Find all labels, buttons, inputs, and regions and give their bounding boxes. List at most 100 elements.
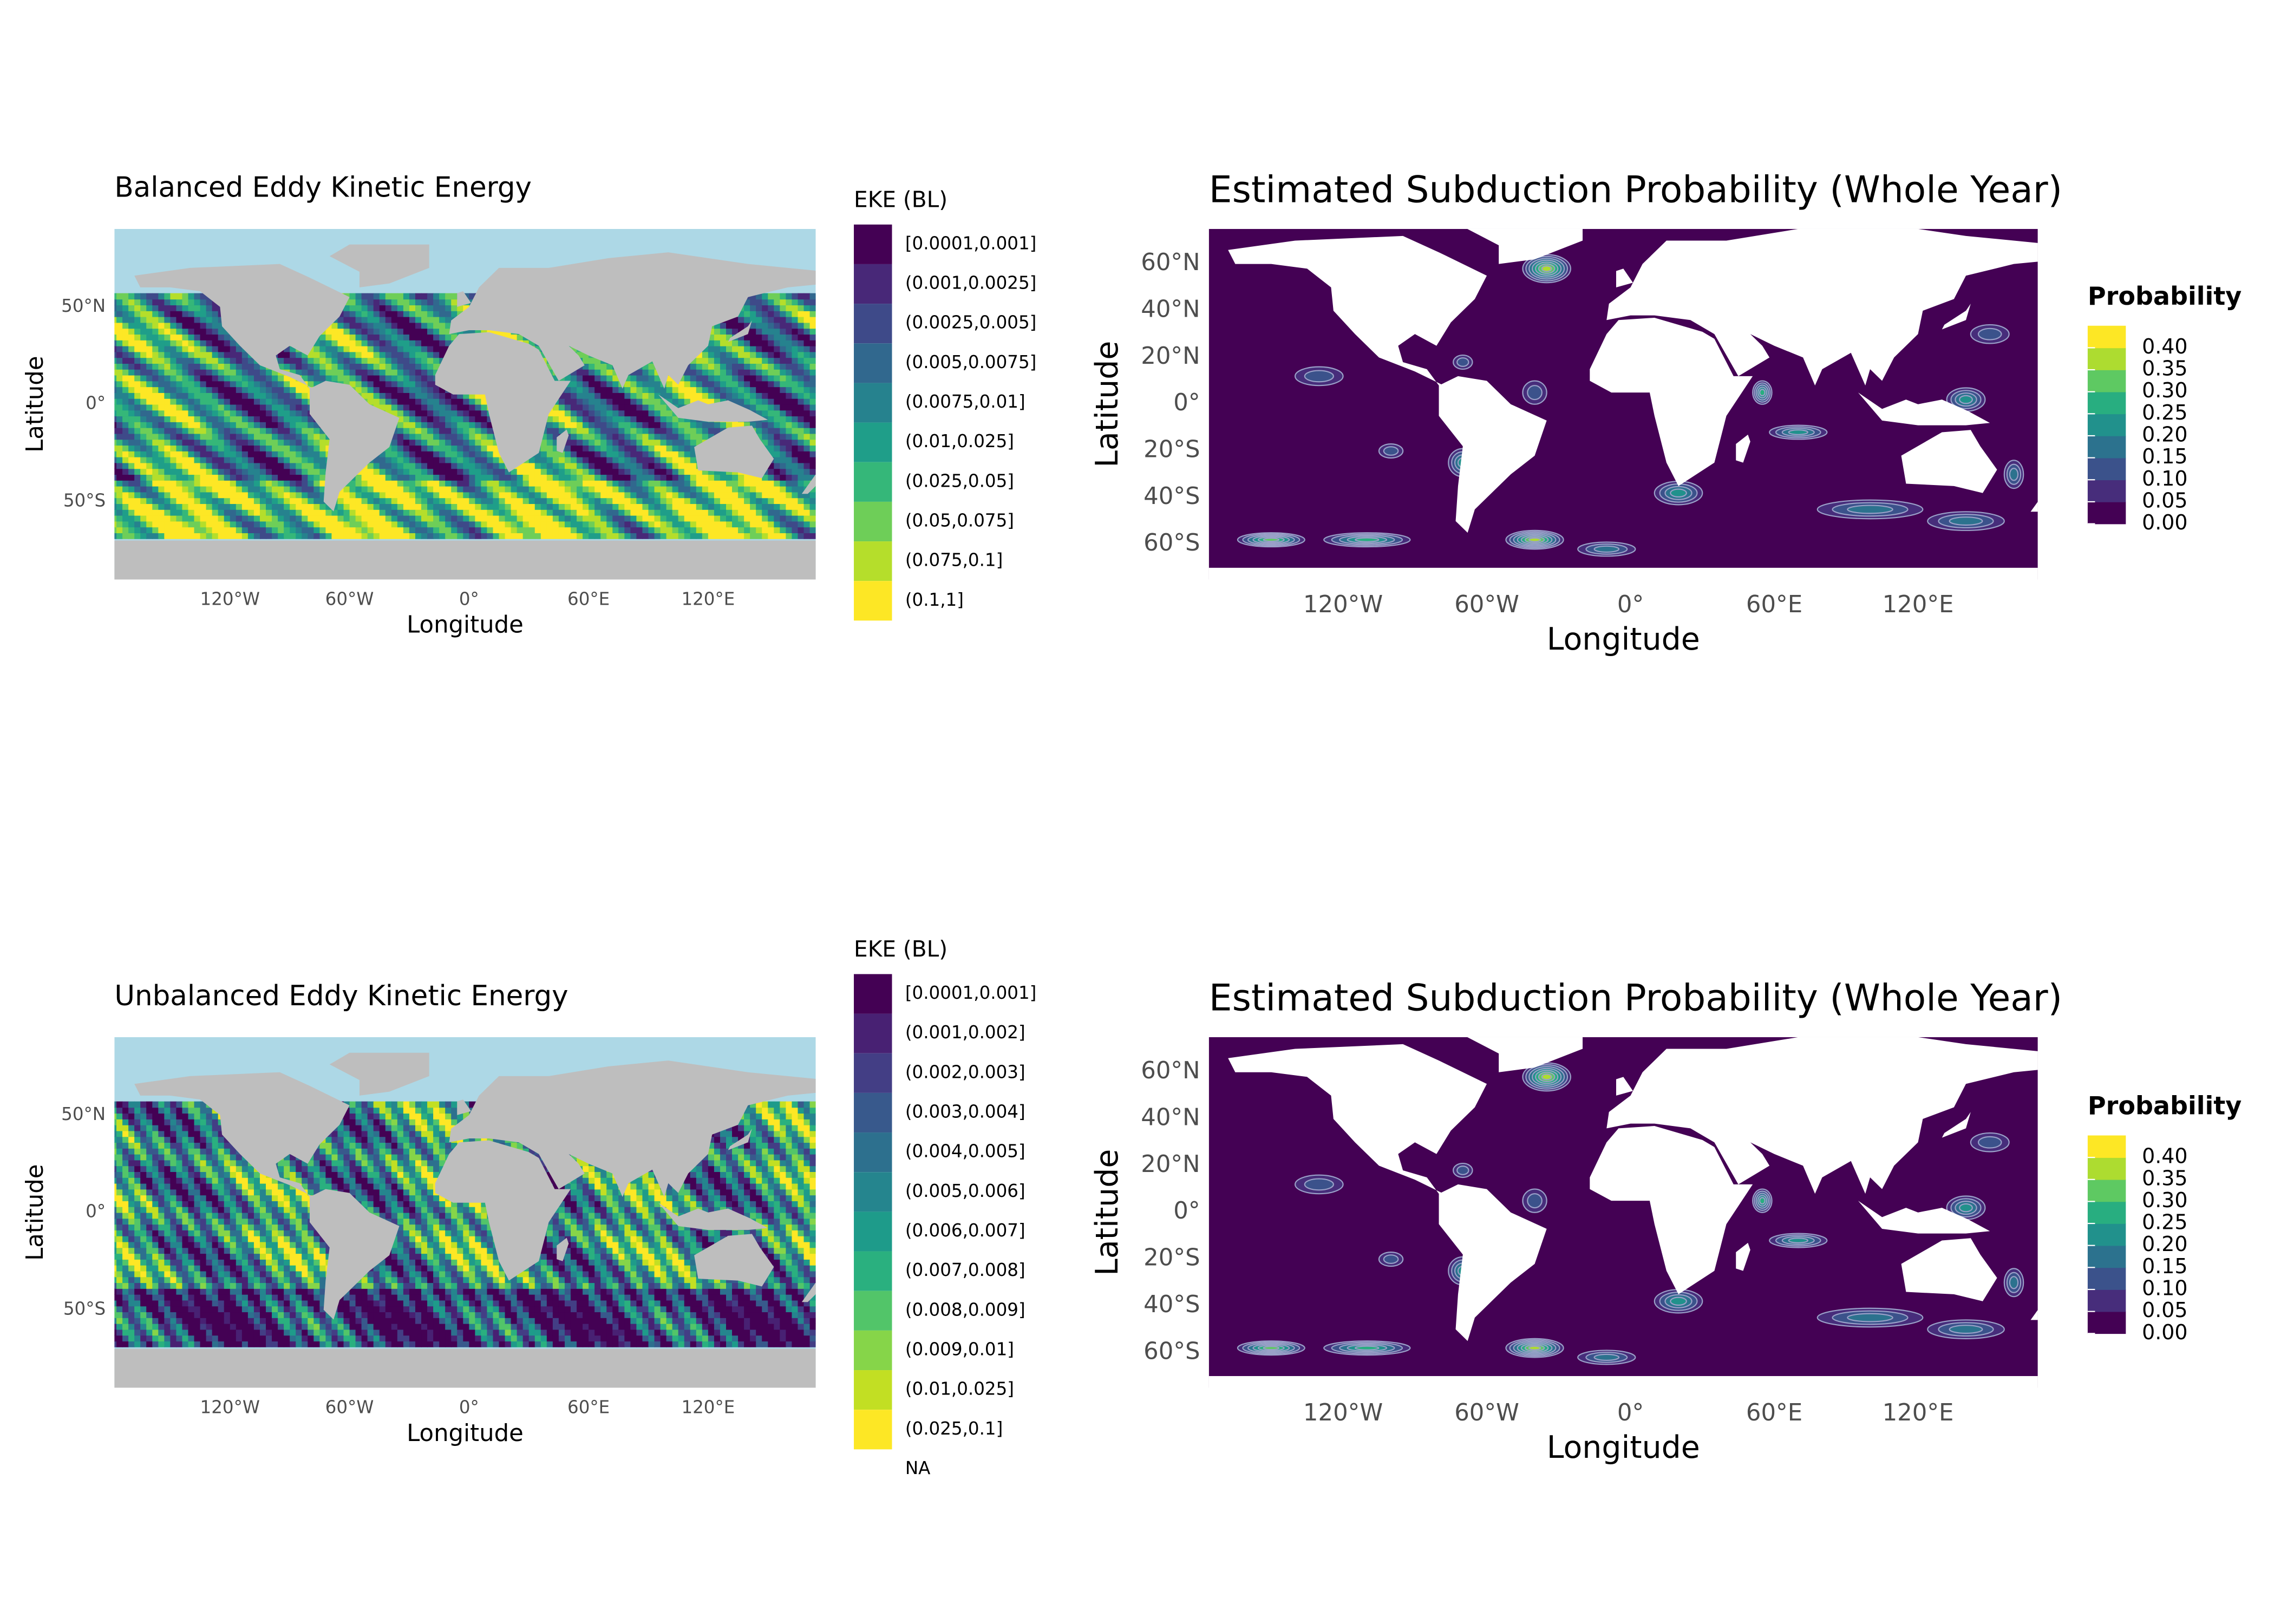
ocean-cell (194, 351, 201, 358)
ocean-cell (212, 456, 219, 463)
ocean-cell (445, 392, 452, 399)
ocean-cell (780, 462, 787, 469)
ocean-cell (475, 509, 482, 516)
ocean-cell (355, 527, 362, 533)
ocean-cell (296, 462, 303, 469)
ocean-cell (224, 456, 231, 463)
ocean-cell (182, 363, 189, 370)
ocean-cell (188, 369, 195, 376)
ocean-cell (361, 305, 368, 311)
ocean-cell (391, 345, 398, 352)
ocean-cell (409, 334, 416, 340)
ocean-cell (672, 422, 679, 428)
ocean-cell (241, 433, 249, 440)
ocean-cell (308, 351, 315, 358)
ocean-cell (278, 392, 284, 399)
ocean-cell (224, 334, 231, 340)
ocean-cell (786, 305, 793, 311)
ocean-cell (385, 369, 392, 376)
ocean-cell (696, 369, 703, 376)
ocean-cell (606, 404, 613, 411)
ocean-cell (738, 387, 744, 393)
ocean-cell (361, 527, 368, 533)
ocean-cell (427, 293, 434, 300)
ocean-cell (158, 533, 165, 539)
ocean-cell (421, 345, 428, 352)
ocean-cell (726, 357, 733, 364)
ocean-cell (313, 503, 321, 510)
ocean-cell (313, 357, 321, 364)
ocean-cell (600, 480, 607, 487)
ocean-cell (463, 427, 470, 434)
ocean-cell (774, 381, 781, 388)
ocean-cell (798, 416, 805, 422)
ocean-cell (403, 509, 410, 516)
ocean-cell (367, 381, 374, 388)
ocean-cell (176, 311, 183, 317)
ocean-cell (176, 462, 183, 469)
ocean-cell (624, 474, 631, 481)
ocean-cell (331, 521, 338, 528)
ocean-cell (128, 363, 135, 370)
ocean-cell (552, 451, 559, 457)
ocean-cell (116, 375, 123, 382)
ocean-cell (672, 427, 679, 434)
ocean-cell (164, 375, 171, 382)
ocean-cell (337, 334, 344, 340)
ocean-cell (218, 486, 225, 493)
ocean-cell (164, 410, 171, 417)
ocean-cell (182, 474, 189, 481)
ocean-cell (373, 533, 380, 539)
ocean-cell (397, 334, 404, 340)
ocean-cell (678, 387, 685, 393)
ocean-cell (146, 433, 153, 440)
ocean-cell (708, 433, 715, 440)
ocean-cell (780, 486, 787, 493)
ocean-cell (546, 416, 553, 422)
ocean-cell (278, 363, 284, 370)
ocean-cell (809, 328, 816, 335)
ocean-cell (212, 497, 219, 505)
ocean-cell (738, 527, 744, 533)
ocean-cell (738, 474, 744, 481)
ocean-cell (206, 328, 213, 335)
ocean-cell (803, 328, 811, 335)
ocean-cell (475, 474, 482, 481)
ocean-cell (284, 456, 290, 463)
ocean-cell (152, 381, 159, 388)
ocean-cell (259, 533, 266, 539)
ocean-cell (272, 533, 278, 539)
ocean-cell (654, 474, 661, 481)
ocean-cell (367, 299, 374, 306)
ocean-cell (427, 381, 434, 388)
ocean-cell (756, 492, 763, 499)
ocean-cell (164, 339, 171, 346)
ocean-cell (744, 503, 750, 510)
ocean-cell (445, 416, 452, 422)
ocean-cell (570, 433, 577, 440)
ocean-cell (122, 533, 129, 539)
ocean-cell (290, 451, 297, 457)
ocean-cell (475, 521, 482, 528)
ocean-cell (594, 381, 601, 388)
ocean-cell (236, 497, 243, 505)
ocean-cell (403, 521, 410, 528)
ocean-cell (266, 392, 272, 399)
ocean-cell (774, 515, 781, 522)
ocean-cell (116, 468, 123, 475)
ocean-cell (230, 392, 237, 399)
ocean-cell (200, 427, 207, 434)
ocean-cell (114, 387, 117, 393)
ocean-cell (577, 527, 583, 533)
ocean-cell (200, 345, 207, 352)
ocean-cell (666, 497, 673, 505)
ocean-cell (253, 492, 260, 499)
ocean-cell (253, 503, 260, 510)
ocean-cell (355, 375, 362, 382)
ocean-cell (114, 316, 117, 323)
ocean-cell (266, 451, 272, 457)
ocean-cell (648, 533, 655, 539)
ocean-cell (451, 486, 458, 493)
ocean-cell (116, 381, 123, 388)
ocean-cell (720, 357, 727, 364)
